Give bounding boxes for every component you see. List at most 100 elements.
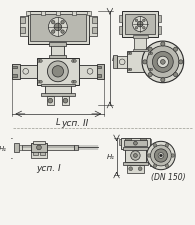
- Circle shape: [148, 73, 152, 77]
- Bar: [12, 75, 17, 78]
- Circle shape: [150, 69, 153, 71]
- Circle shape: [143, 20, 145, 22]
- Circle shape: [153, 144, 157, 147]
- Bar: [41, 94, 75, 97]
- Bar: [74, 145, 78, 150]
- Circle shape: [148, 69, 151, 71]
- Text: (DN 150): (DN 150): [152, 172, 186, 181]
- Circle shape: [138, 167, 142, 171]
- Circle shape: [137, 22, 143, 28]
- Circle shape: [161, 43, 165, 47]
- Text: усп. II: усп. II: [61, 118, 89, 127]
- Circle shape: [134, 154, 137, 158]
- Bar: [123, 162, 148, 165]
- Circle shape: [51, 31, 55, 34]
- Text: усп. I: усп. I: [36, 163, 61, 172]
- Bar: [123, 147, 148, 150]
- Bar: [14, 144, 19, 152]
- Circle shape: [47, 62, 68, 82]
- Bar: [158, 16, 161, 23]
- Circle shape: [147, 154, 151, 157]
- Circle shape: [128, 53, 130, 55]
- Circle shape: [174, 73, 178, 77]
- Bar: [135, 38, 146, 51]
- Circle shape: [128, 69, 130, 71]
- Bar: [125, 15, 155, 35]
- Circle shape: [171, 154, 175, 157]
- Circle shape: [148, 48, 152, 52]
- Bar: [30, 15, 86, 42]
- Bar: [127, 52, 153, 73]
- Bar: [41, 84, 75, 87]
- Circle shape: [54, 24, 62, 32]
- Circle shape: [157, 57, 168, 68]
- Circle shape: [38, 60, 40, 63]
- Bar: [92, 18, 97, 24]
- Bar: [20, 18, 25, 24]
- Bar: [40, 152, 45, 155]
- Circle shape: [142, 42, 184, 83]
- Bar: [150, 145, 161, 166]
- Circle shape: [23, 69, 28, 75]
- Bar: [33, 142, 45, 144]
- Bar: [97, 65, 104, 80]
- Bar: [19, 145, 22, 150]
- Bar: [119, 140, 121, 145]
- Circle shape: [148, 53, 151, 55]
- Circle shape: [48, 99, 53, 104]
- Circle shape: [147, 47, 179, 79]
- Text: L: L: [56, 117, 60, 126]
- Circle shape: [72, 60, 74, 63]
- Circle shape: [131, 151, 140, 160]
- Circle shape: [158, 153, 164, 159]
- Bar: [20, 28, 25, 34]
- Circle shape: [135, 27, 138, 30]
- Circle shape: [152, 52, 173, 73]
- Circle shape: [39, 60, 42, 63]
- Bar: [49, 56, 66, 59]
- Circle shape: [37, 145, 41, 150]
- Text: H₁: H₁: [107, 154, 115, 160]
- Bar: [26, 12, 29, 16]
- Bar: [113, 56, 117, 69]
- Circle shape: [129, 53, 132, 55]
- Bar: [122, 12, 158, 38]
- Bar: [28, 12, 89, 45]
- Bar: [133, 50, 148, 52]
- Bar: [31, 144, 47, 152]
- Circle shape: [165, 164, 168, 168]
- Bar: [51, 45, 65, 58]
- Bar: [57, 12, 60, 16]
- Bar: [62, 97, 69, 106]
- Circle shape: [61, 21, 64, 25]
- Circle shape: [52, 66, 64, 78]
- Circle shape: [39, 81, 42, 84]
- Circle shape: [151, 145, 171, 166]
- Bar: [49, 43, 66, 47]
- Circle shape: [135, 20, 138, 22]
- Bar: [22, 145, 74, 150]
- Bar: [92, 28, 97, 34]
- Bar: [119, 16, 122, 23]
- Bar: [79, 65, 98, 79]
- Text: H₁: H₁: [112, 56, 120, 62]
- Circle shape: [153, 164, 157, 168]
- Bar: [127, 165, 144, 173]
- Circle shape: [38, 81, 40, 84]
- Circle shape: [147, 142, 175, 170]
- Bar: [97, 75, 101, 78]
- Circle shape: [161, 79, 165, 83]
- Circle shape: [129, 69, 132, 71]
- Circle shape: [165, 144, 168, 147]
- Bar: [117, 57, 127, 68]
- Circle shape: [160, 60, 165, 65]
- Bar: [150, 140, 152, 145]
- Bar: [12, 66, 17, 69]
- Circle shape: [134, 142, 137, 145]
- Text: H₁: H₁: [0, 145, 7, 151]
- Circle shape: [143, 27, 145, 30]
- Circle shape: [150, 53, 153, 55]
- Bar: [47, 97, 54, 106]
- Circle shape: [154, 149, 168, 162]
- Bar: [87, 12, 91, 16]
